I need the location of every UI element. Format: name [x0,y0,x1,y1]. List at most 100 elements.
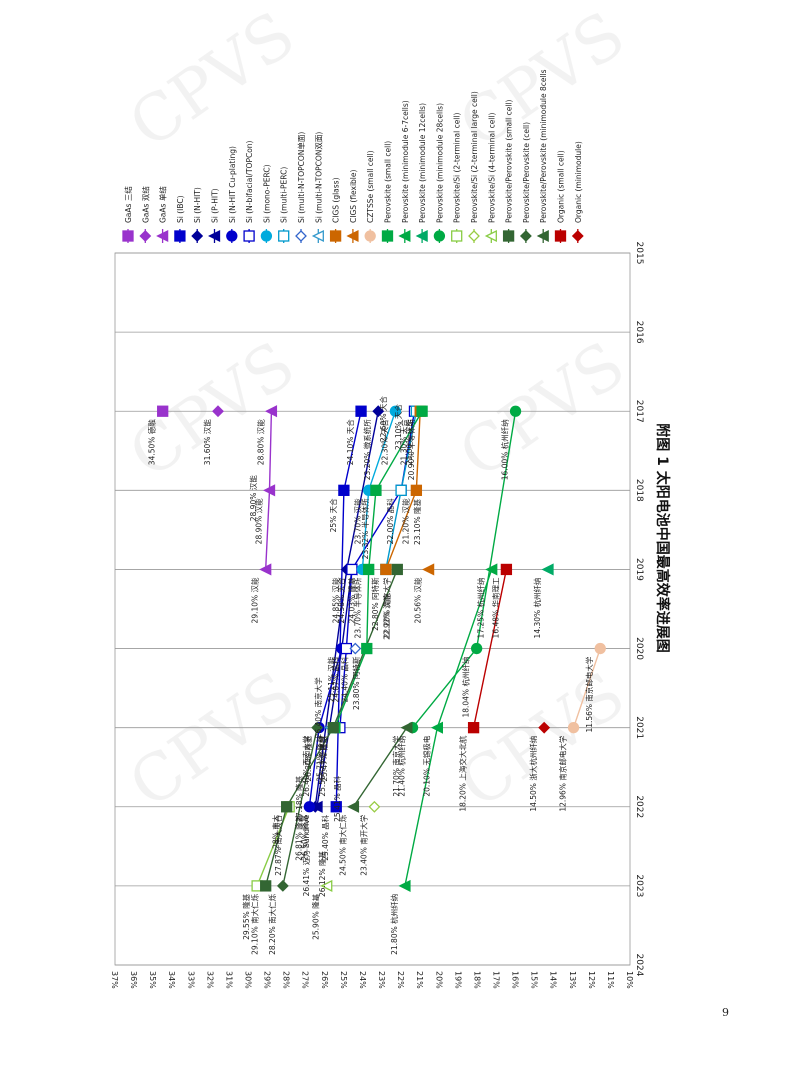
y-tick-label: 37% [110,971,119,989]
data-point [226,230,238,242]
data-point [398,879,411,892]
y-tick-label: 25% [339,971,348,989]
data-label: 24.10% 天合 [345,419,355,465]
data-point [519,230,532,242]
data-label: 18.04% 杭州纤纳 [461,657,471,718]
chart-title: 附图 1 太阳电池中国最高效率进展图 [654,423,671,653]
legend-entry: Si (multi-N-TOPCON单面) [296,132,306,223]
data-point [329,230,342,242]
data-point [391,563,403,576]
data-label: 20.90% 半导体所 [406,419,416,480]
data-label: 24.85% 汉能 [331,577,341,623]
data-label: 24.87% 晶科 [330,656,340,702]
data-point [330,801,342,813]
data-label: 26.41% 迈为 Sundrive [301,814,311,896]
data-label: 20.10% 无锡极电 [421,735,431,796]
legend-entry: Perovskite/Perovskite (minimodule 8cells [539,69,548,223]
data-point [243,230,255,242]
data-label: 14.30% 杭州纤纳 [532,577,542,638]
data-point [157,405,169,417]
data-point [260,230,273,242]
y-tick-label: 31% [224,971,233,989]
data-point [327,722,339,734]
data-label: 23.80% 阿特斯 [351,656,361,710]
legend-entry: CIGS (glass) [332,177,341,223]
data-label: 28% 南大 [271,814,281,849]
data-label: 17.25% 杭州纤纳 [476,577,486,638]
watermark-text: CPVS [447,658,639,823]
data-point [433,230,446,242]
data-point [156,229,169,243]
legend-entry: Perovskite/Si (2-terminal cell) [453,113,462,223]
data-label: 26.30% 隆基 [303,735,313,781]
data-label: 25.47% 隆基 [319,735,329,781]
data-point [485,563,498,576]
x-tick-label: 2018 [634,479,644,502]
data-label: 23.40% 南开大学 [358,814,368,875]
data-label: 14.50% 浙大杭州纤纳 [528,736,538,812]
data-label-extra: 23.10% 隆基 [412,498,422,544]
data-point [484,229,497,243]
data-point [349,642,362,655]
legend-entry: Organic (minimodule) [574,141,583,223]
y-tick-label: 11% [606,971,615,989]
data-point [389,405,402,417]
legend-entry: Si (multi-PERC) [280,167,289,223]
data-label: 22.00% 晶科 [385,498,395,544]
watermark-text: CPVS [117,328,309,493]
page-number: 9 [722,1006,729,1019]
data-label: 28.20% 南大仁烁 [267,893,277,954]
data-point [364,230,376,242]
data-point [468,230,480,242]
data-label: 29.10% 南大仁烁 [250,893,260,954]
data-label: 21.00% 汉能 [404,419,414,465]
data-point [541,563,554,576]
data-label-extra: 22.60% 天合 [378,396,388,442]
legend-entry: Si (P-HIT) [211,188,220,223]
data-point [470,642,483,655]
data-point [311,229,324,243]
data-point [259,563,272,576]
data-label: 29.55% 隆基 [241,893,251,939]
data-label: 29.10% 汉能 [250,577,260,623]
data-label: 23.70% 汉能 [353,498,363,544]
legend-entry: Perovskite (minimodule 28cells) [435,103,444,223]
series-line [352,727,408,808]
legend-entry: Si (N-HIT Cu-plating) [228,146,237,223]
data-label-extra: 25.41% 晶科 [332,775,342,821]
data-point [278,230,290,242]
x-tick-label: 2019 [634,558,644,581]
data-point [311,721,324,734]
x-tick-label: 2024 [634,954,644,977]
data-point [320,879,333,892]
x-tick-labels: 2015 2016 2017 2018 2019 2020 2021 2022 2023 2024 [634,242,644,977]
data-label: 25.56% 半导体所 [317,735,327,796]
data-point [502,230,515,242]
data-label: 22.30% 天合 [379,419,389,465]
data-label: 24.03% 隆基 [346,577,356,623]
y-tick-label: 33% [186,971,195,989]
x-tick-label: 2016 [634,321,644,344]
legend-entry: Organic (small cell) [557,150,566,223]
data-point [594,642,606,655]
data-point [355,405,367,417]
y-tick-label: 36% [129,971,138,989]
data-label: 26.81% 隆基 [293,814,303,860]
series-line [472,569,508,728]
data-point [346,563,358,576]
data-point [191,230,204,242]
data-point [370,484,382,496]
legend-entry: Si (multi-N-TOPCON双面) [314,132,323,223]
data-label: 23.20% 微系统所 [362,419,372,480]
data-point [338,484,350,496]
data-label: 25.11% 汉能 [326,656,336,702]
data-label: 23.32% 半导体所 [360,498,370,559]
x-tick-label: 2021 [634,716,644,739]
data-point [416,405,428,417]
legend-entry: Perovskite/Si (2-terminal large cell) [470,91,479,223]
y-tick-label: 14% [549,971,558,989]
data-point [538,721,551,734]
data-point [554,230,567,242]
data-label: 22.80% 阿特斯 [370,577,380,631]
y-tick-label: 12% [587,971,596,989]
